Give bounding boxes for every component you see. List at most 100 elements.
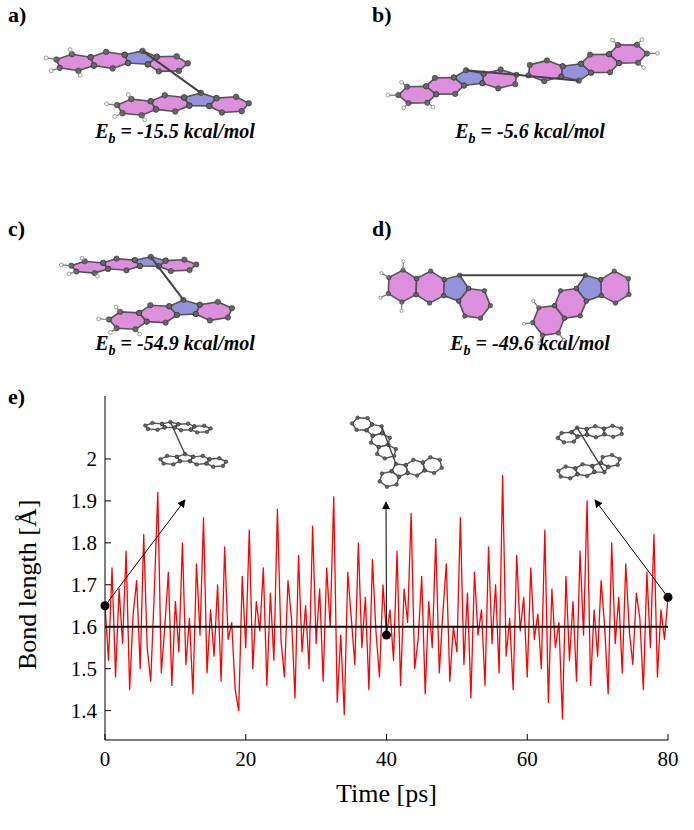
atom: [394, 447, 398, 451]
energy-value: = -15.5 kcal/mol: [116, 120, 256, 142]
atom: [205, 462, 209, 466]
atom: [202, 424, 206, 428]
energy-subscript: b: [109, 343, 116, 358]
molecule-fragment: [350, 416, 397, 460]
atom: [378, 480, 382, 484]
atom: [599, 293, 603, 297]
atom: [429, 455, 433, 459]
atom: [423, 84, 428, 89]
x-tick: [668, 734, 669, 740]
atom: [153, 107, 159, 113]
atom: [480, 80, 485, 85]
atom: [390, 469, 394, 473]
ring: [56, 54, 94, 71]
y-tick-label: 1.5: [71, 657, 97, 681]
molecule-fragment: [44, 48, 190, 78]
atom: [168, 268, 173, 273]
atom: [365, 428, 369, 432]
atom: [434, 92, 439, 97]
atom: [172, 463, 176, 467]
atom: [498, 67, 503, 72]
energy-subscript: b: [464, 343, 471, 358]
hydrogen: [538, 342, 541, 345]
atom: [611, 424, 615, 428]
atom: [145, 62, 151, 68]
atom: [611, 435, 615, 439]
bond: [151, 257, 184, 300]
ring: [561, 64, 591, 81]
energy-symbol: E: [454, 120, 468, 142]
atom: [167, 304, 172, 309]
atom: [221, 464, 225, 468]
hydrogen: [402, 260, 405, 263]
ring: [416, 271, 444, 303]
atom: [456, 299, 460, 303]
hydrogen: [96, 274, 100, 278]
bond: [170, 422, 185, 454]
atom: [581, 462, 585, 466]
x-tick-label: 40: [376, 747, 397, 771]
ring: [558, 467, 577, 479]
atom: [148, 98, 154, 104]
ring: [406, 460, 425, 476]
atom: [388, 436, 392, 440]
atom: [527, 62, 532, 67]
atom: [162, 93, 168, 99]
hydrogen: [642, 66, 646, 70]
atom: [181, 95, 187, 101]
atom: [620, 432, 624, 436]
atom: [406, 471, 410, 475]
atom: [144, 319, 149, 324]
atom: [366, 416, 370, 420]
atom: [602, 427, 606, 431]
atom: [576, 435, 580, 439]
y-tick-label: 1.4: [71, 699, 98, 723]
atom: [191, 455, 195, 459]
atom: [206, 103, 212, 109]
x-tick: [105, 734, 106, 740]
atom: [556, 436, 560, 440]
molecule-fragment: [144, 420, 213, 434]
molecule-fragment: [97, 297, 235, 336]
atom: [593, 424, 597, 428]
atom: [100, 260, 105, 265]
atom: [578, 61, 583, 66]
atom: [461, 83, 466, 88]
x-tick: [527, 734, 528, 740]
atom: [606, 52, 611, 57]
energy-symbol: E: [449, 332, 463, 354]
atom: [160, 422, 164, 426]
atom: [606, 465, 610, 469]
bond: [460, 274, 586, 276]
atom: [197, 302, 202, 307]
atom: [480, 80, 485, 85]
atom: [205, 430, 209, 434]
atom: [189, 428, 193, 432]
hydrogen: [67, 272, 71, 276]
atom: [578, 61, 583, 66]
atom: [576, 472, 580, 476]
atom: [132, 257, 137, 262]
atom: [513, 82, 518, 87]
atom: [174, 312, 179, 317]
atom: [560, 431, 564, 435]
atom: [188, 459, 192, 463]
atom: [432, 471, 436, 475]
molecule-fragment: [522, 269, 631, 345]
hydrogen: [97, 317, 101, 321]
atom: [193, 311, 198, 316]
atom: [159, 457, 163, 461]
atom: [466, 286, 470, 290]
atom: [132, 257, 137, 262]
binding-energy: Eb = -15.5 kcal/mol: [94, 120, 255, 146]
hydrogen: [431, 105, 435, 109]
y-tick-label: 1.9: [71, 489, 97, 513]
ring: [388, 270, 416, 302]
atom: [125, 60, 131, 66]
hydrogen: [68, 48, 72, 52]
atom: [225, 315, 230, 320]
highlight-point: [382, 631, 391, 640]
atom: [178, 459, 182, 463]
atom: [421, 461, 425, 465]
atom: [593, 470, 597, 474]
